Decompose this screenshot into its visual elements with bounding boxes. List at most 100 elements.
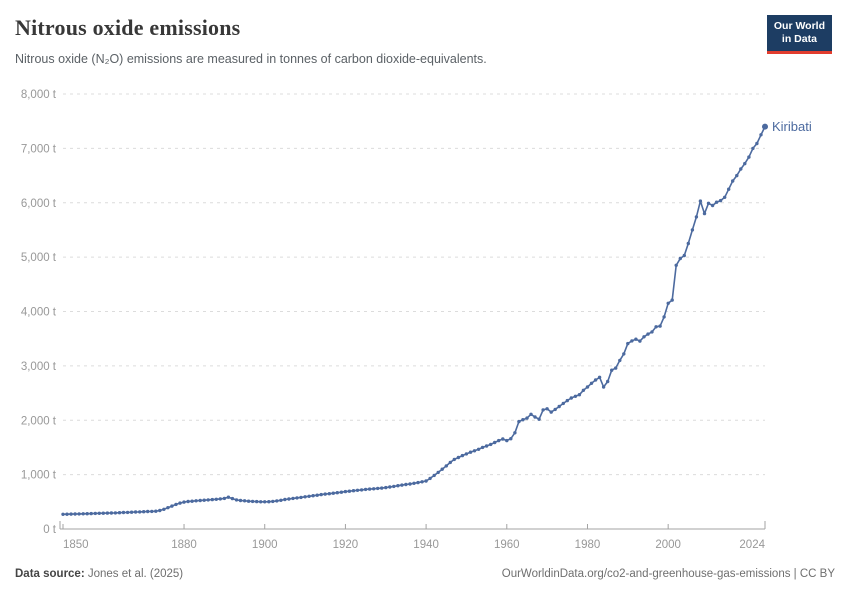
data-point [505, 438, 509, 443]
data-point [545, 407, 549, 411]
data-point [610, 368, 614, 372]
data-point [170, 504, 174, 508]
data-point [178, 501, 182, 505]
data-point [662, 315, 666, 319]
data-point [743, 161, 747, 166]
data-point [388, 485, 392, 489]
x-axis-label: 2000 [655, 539, 681, 551]
data-point [101, 511, 106, 515]
data-point [255, 499, 259, 504]
data-point [501, 437, 505, 441]
data-point [174, 502, 178, 507]
data-line-kiribati [62, 125, 766, 516]
data-point [97, 511, 102, 515]
data-point [367, 487, 372, 491]
data-point [307, 494, 311, 498]
data-point [739, 167, 743, 171]
entity-end-label: Kiribati [772, 119, 812, 134]
data-point [384, 485, 388, 490]
chart-subtitle: Nitrous oxide (N₂O) emissions are measur… [15, 52, 487, 66]
data-point [158, 508, 162, 513]
data-point [723, 195, 727, 199]
data-point [601, 385, 606, 389]
data-point [658, 324, 662, 328]
data-point [622, 352, 626, 356]
data-point [698, 199, 703, 203]
data-point [731, 179, 735, 183]
data-point [420, 480, 424, 484]
data-point [129, 510, 134, 514]
owid-logo-line2: in Data [781, 33, 817, 45]
owid-logo[interactable]: Our World in Data [766, 15, 832, 54]
data-point [198, 498, 202, 503]
data-point [493, 440, 497, 445]
data-point [690, 228, 695, 232]
data-point [650, 330, 654, 334]
license-link[interactable]: OurWorldinData.org/co2-and-greenhouse-ga… [501, 568, 835, 580]
data-point [489, 442, 493, 447]
y-axis-label: 6,000 t [21, 198, 57, 210]
data-point [267, 500, 271, 504]
data-point [666, 301, 670, 305]
data-point [295, 496, 299, 500]
data-point [444, 464, 448, 468]
data-point [182, 500, 186, 504]
data-point [468, 450, 473, 454]
data-point [517, 419, 521, 424]
data-point [250, 499, 255, 504]
x-axis-label: 1960 [494, 539, 520, 551]
data-point [125, 510, 130, 515]
data-point [400, 483, 404, 487]
data-point [311, 494, 315, 498]
data-point [593, 378, 598, 382]
end-point-marker [762, 123, 768, 130]
data-point [287, 497, 291, 501]
data-point [747, 155, 751, 159]
data-point [315, 493, 319, 497]
x-axis-label: 1920 [333, 539, 359, 551]
data-point [319, 492, 323, 497]
data-point [271, 499, 275, 504]
data-point [452, 457, 456, 462]
data-point [646, 332, 650, 336]
data-point [585, 385, 590, 389]
data-point [472, 449, 477, 453]
data-point [509, 437, 513, 441]
data-point [380, 486, 384, 490]
data-source: Data source: Jones et al. (2025) [15, 568, 183, 580]
data-point [392, 484, 396, 489]
data-point [557, 404, 561, 409]
data-point [735, 173, 739, 178]
data-point [138, 510, 142, 514]
data-point [553, 407, 557, 412]
data-source-label: Data source: [15, 568, 85, 580]
data-point [456, 455, 461, 460]
data-point [113, 511, 118, 515]
data-point [61, 512, 65, 516]
data-point [146, 509, 150, 514]
x-axis-label: 2024 [739, 539, 765, 551]
data-point [150, 509, 154, 514]
data-point [117, 511, 122, 515]
data-point [529, 412, 533, 416]
x-axis-label: 1940 [413, 539, 439, 551]
data-point [670, 298, 674, 302]
x-axis-label: 1900 [252, 539, 278, 551]
data-point [339, 490, 344, 494]
data-point [626, 341, 630, 346]
data-point [484, 444, 489, 448]
data-point [190, 499, 194, 503]
data-point [597, 375, 602, 379]
data-point [347, 489, 352, 493]
data-point [589, 381, 594, 385]
data-point [343, 489, 348, 494]
data-point [464, 452, 469, 456]
data-point [154, 509, 158, 513]
data-point [194, 499, 198, 503]
data-point [634, 337, 638, 341]
data-point [573, 394, 578, 398]
data-point [581, 388, 586, 392]
data-point [210, 497, 214, 502]
data-point [440, 467, 444, 471]
data-point [718, 198, 723, 203]
